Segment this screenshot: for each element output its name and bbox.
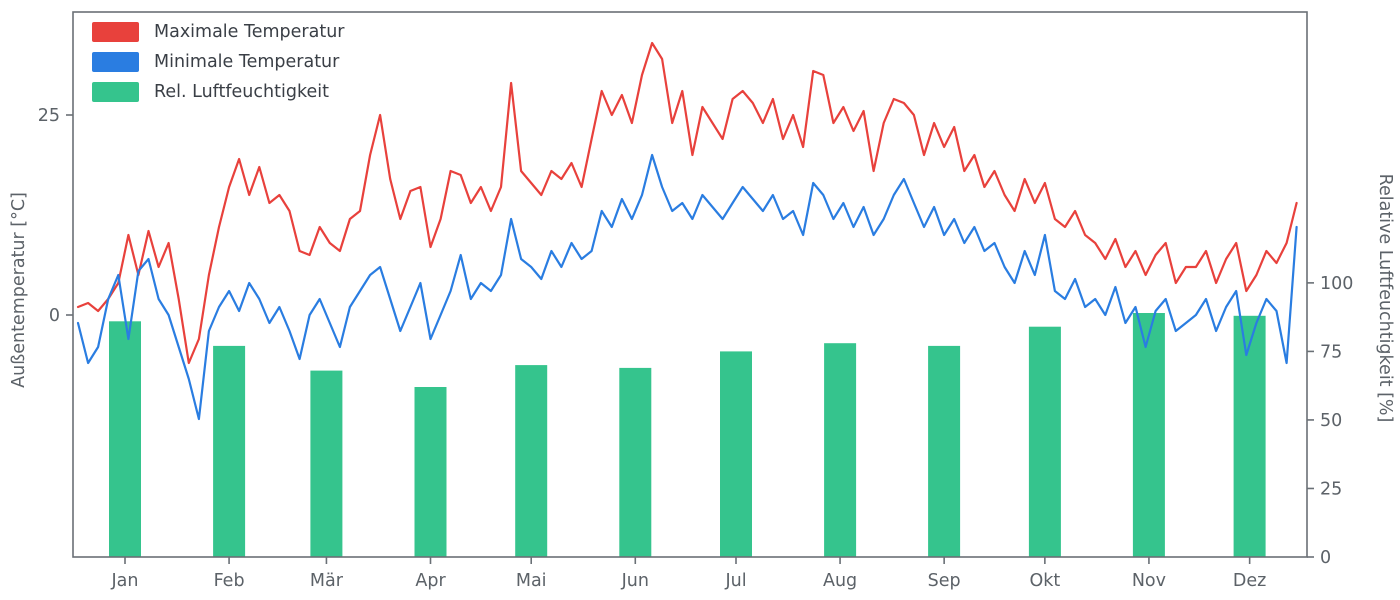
humidity-bar [1132, 313, 1165, 557]
legend-label-humidity: Rel. Luftfeuchtigkeit [154, 82, 329, 102]
x-tick-label: Mai [516, 571, 547, 591]
legend-swatch-humidity-icon [92, 82, 139, 102]
x-tick-label: Nov [1132, 571, 1166, 591]
left-tick-label: 0 [49, 306, 60, 326]
humidity-bar [515, 365, 548, 557]
right-tick-label: 100 [1320, 274, 1353, 294]
humidity-bar [928, 345, 961, 557]
right-axis-title: Relative Luftfeuchtigkeit [%] [1375, 174, 1395, 423]
right-tick-label: 0 [1320, 548, 1331, 568]
plot-frame [72, 11, 1308, 558]
legend-swatch-max-temp-icon [92, 22, 139, 42]
legend-item-humidity: Rel. Luftfeuchtigkeit [92, 82, 344, 102]
legend-swatch-min-temp-icon [92, 52, 139, 72]
humidity-bar [109, 321, 141, 557]
x-tick-label: Apr [415, 571, 446, 591]
humidity-bar [310, 370, 343, 557]
humidity-bar [213, 345, 246, 557]
x-tick-label: Feb [214, 571, 245, 591]
min-temp-line [76, 153, 1298, 421]
max-temp-line [76, 41, 1298, 365]
legend-label-max-temp: Maximale Temperatur [154, 22, 345, 42]
humidity-bar [824, 343, 857, 557]
right-tick-label: 50 [1320, 411, 1342, 431]
humidity-bar [619, 367, 652, 557]
x-tick-label: Dez [1233, 571, 1266, 591]
legend-item-max-temp: Maximale Temperatur [92, 22, 344, 42]
legend-label-min-temp: Minimale Temperatur [154, 52, 340, 72]
legend: Maximale Temperatur Minimale Temperatur … [92, 22, 344, 102]
right-tick-label: 75 [1320, 342, 1342, 362]
right-tick-label: 25 [1320, 479, 1342, 499]
humidity-bar [414, 387, 447, 557]
x-tick-label: Okt [1029, 571, 1060, 591]
x-tick-label: Mär [310, 571, 344, 591]
x-tick-label: Jul [724, 571, 746, 591]
x-tick-label: Jun [621, 571, 649, 591]
legend-item-min-temp: Minimale Temperatur [92, 52, 344, 72]
humidity-bar [1233, 315, 1266, 557]
humidity-bar [720, 351, 752, 557]
x-tick-label: Aug [823, 571, 857, 591]
left-tick-label: 25 [38, 106, 60, 126]
x-tick-label: Jan [111, 571, 139, 591]
left-axis-title: Außentemperatur [°C] [9, 192, 29, 388]
x-tick-label: Sep [928, 571, 961, 591]
humidity-bar [1028, 326, 1061, 557]
